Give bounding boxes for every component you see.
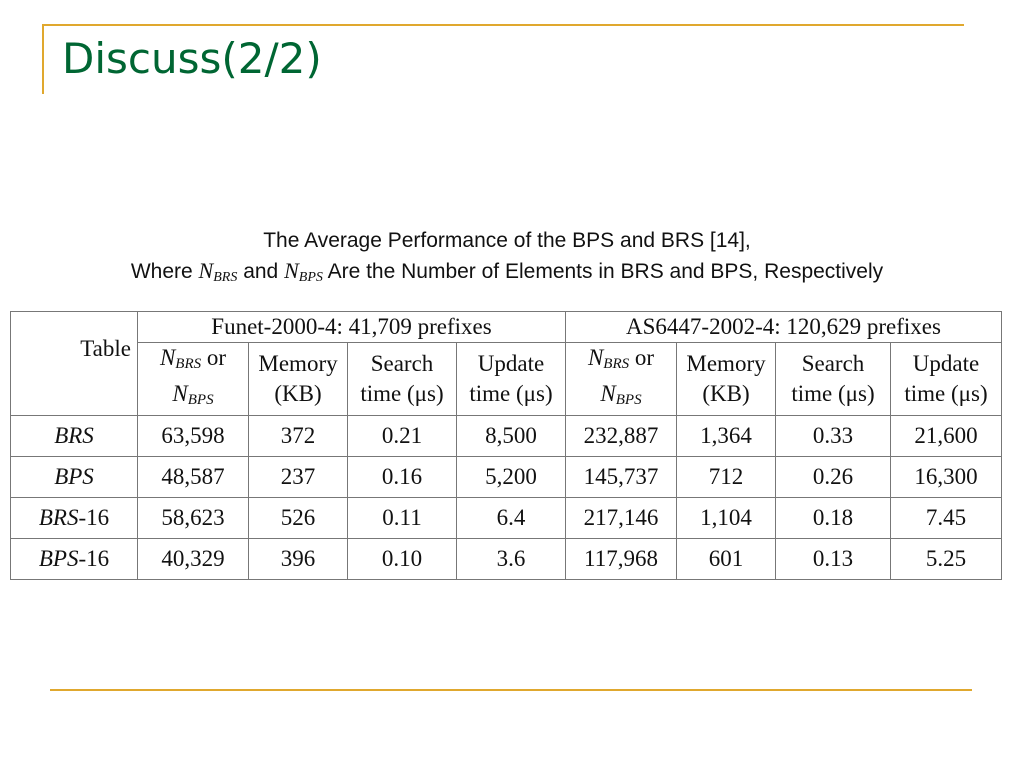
table-cell: 0.26: [775, 456, 891, 498]
col-header-search: Search time (μs): [775, 342, 891, 416]
table-cell: 0.10: [347, 538, 457, 580]
col-header-search: Search time (μs): [347, 342, 457, 416]
table-cell: 58,623: [137, 497, 249, 539]
table-cell: 232,887: [565, 415, 677, 457]
table-row: BPS 48,587 237 0.16 5,200 145,737 712 0.…: [10, 456, 1002, 498]
table-cell: 1,364: [676, 415, 776, 457]
table-cell: 601: [676, 538, 776, 580]
table-column-header-row: NBRS or NBPS Memory (KB) Search time (μs) …: [11, 342, 1002, 416]
left-rule: [42, 24, 44, 94]
table-cell: 0.18: [775, 497, 891, 539]
table-cell: 63,598: [137, 415, 249, 457]
col-header-elements: NBRS or NBPS: [565, 342, 677, 416]
table-cell: 526: [248, 497, 348, 539]
table-cell: 145,737: [565, 456, 677, 498]
table-cell: 40,329: [137, 538, 249, 580]
row-label: BRS: [10, 415, 138, 457]
table-cell: 3.6: [456, 538, 566, 580]
table-row: BPS-16 40,329 396 0.10 3.6 117,968 601 0…: [10, 538, 1002, 580]
top-rule: [42, 24, 964, 26]
table-cell: 5,200: [456, 456, 566, 498]
performance-table: Table Funet-2000-4: 41,709 prefixes AS64…: [10, 311, 1002, 580]
table-cell: 48,587: [137, 456, 249, 498]
table-row: BRS-16 58,623 526 0.11 6.4 217,146 1,104…: [10, 497, 1002, 539]
table-cell: 0.16: [347, 456, 457, 498]
col-header-update: Update time (μs): [456, 342, 566, 416]
table-cell: 217,146: [565, 497, 677, 539]
table-cell: 372: [248, 415, 348, 457]
row-label: BPS-16: [10, 538, 138, 580]
table-cell: 396: [248, 538, 348, 580]
table-cell: 6.4: [456, 497, 566, 539]
table-cell: 237: [248, 456, 348, 498]
table-cell: 0.13: [775, 538, 891, 580]
table-cell: 21,600: [890, 415, 1002, 457]
col-header-memory: Memory (KB): [248, 342, 348, 416]
table-cell: 0.21: [347, 415, 457, 457]
caption-and: and: [243, 260, 279, 283]
caption-line-2: Where NBRS and NBPS Are the Number of El…: [0, 256, 1014, 293]
table-cell: 7.45: [890, 497, 1002, 539]
col-header-memory: Memory (KB): [676, 342, 776, 416]
table-caption: The Average Performance of the BPS and B…: [0, 226, 1014, 293]
table-group-header-row: Table Funet-2000-4: 41,709 prefixes AS64…: [10, 311, 1002, 416]
table-cell: 1,104: [676, 497, 776, 539]
table-cell: 117,968: [565, 538, 677, 580]
table-cell: 712: [676, 456, 776, 498]
table-row: BRS 63,598 372 0.21 8,500 232,887 1,364 …: [10, 415, 1002, 457]
table-cell: 8,500: [456, 415, 566, 457]
caption-where: Where: [130, 260, 193, 283]
caption-var-nbps: NBPS: [284, 258, 323, 285]
group-header-as6447: AS6447-2002-4: 120,629 prefixes: [565, 311, 1002, 343]
caption-rest: Are the Number of Elements in BRS and BP…: [327, 260, 884, 283]
table-cell: 0.33: [775, 415, 891, 457]
col-header-update: Update time (μs): [890, 342, 1002, 416]
slide-title: Discuss(2/2): [62, 34, 322, 83]
col-header-elements: NBRS or NBPS: [137, 342, 249, 416]
caption-line-1: The Average Performance of the BPS and B…: [263, 229, 751, 252]
table-cell: 5.25: [890, 538, 1002, 580]
row-label: BPS: [10, 456, 138, 498]
row-label: BRS-16: [10, 497, 138, 539]
table-cell: 16,300: [890, 456, 1002, 498]
table-corner-label: Table: [10, 311, 138, 416]
table-cell: 0.11: [347, 497, 457, 539]
bottom-rule: [50, 689, 972, 691]
caption-var-nbrs: NBRS: [198, 258, 238, 285]
group-header-funet: Funet-2000-4: 41,709 prefixes: [137, 311, 566, 343]
